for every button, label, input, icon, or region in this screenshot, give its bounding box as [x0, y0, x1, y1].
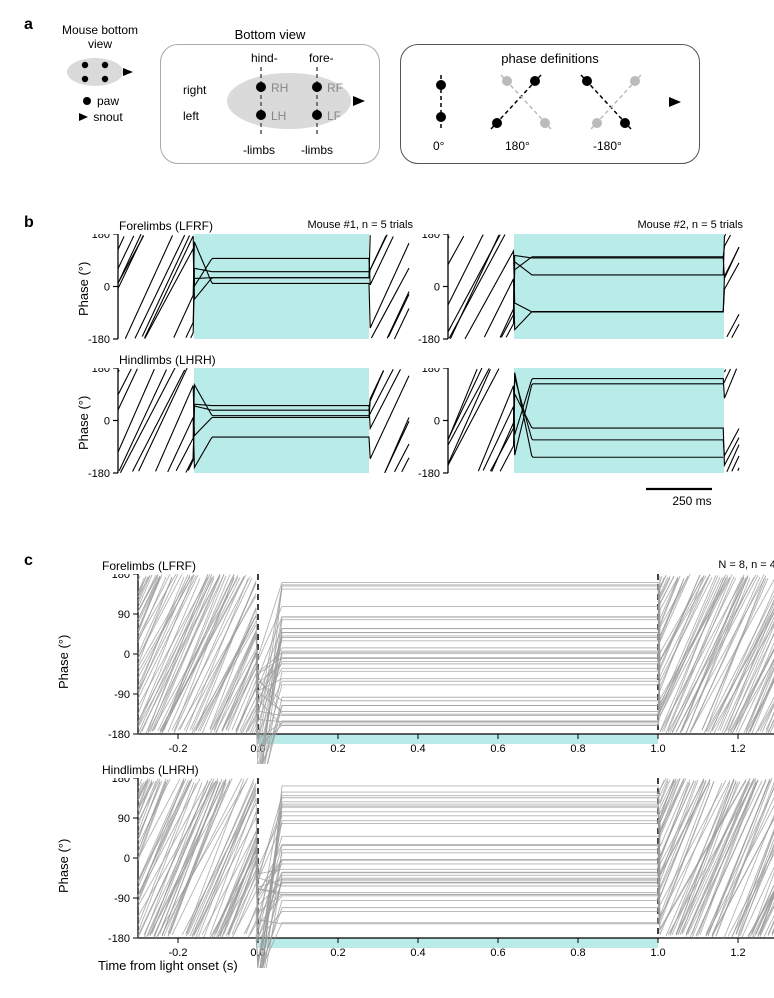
svg-text:-90: -90	[114, 893, 130, 905]
svg-text:LF: LF	[327, 109, 341, 123]
panel-label-a: a	[24, 16, 33, 34]
mouse-mini-title-text: Mouse bottom view	[62, 23, 138, 51]
section-b: Forelimbs (LFRF) Mouse #1, n = 5 trials …	[44, 218, 744, 518]
svg-text:0.2: 0.2	[330, 743, 345, 755]
svg-text:0: 0	[434, 416, 440, 428]
panel-label-b: b	[24, 214, 34, 232]
legend-snout-label: snout	[93, 110, 122, 124]
mouse-mini-card: Mouse bottom view paw snout	[60, 24, 140, 124]
c-ylabel: Phase (°)	[56, 635, 71, 689]
svg-text:180: 180	[112, 574, 130, 581]
svg-text:-180: -180	[418, 468, 440, 479]
svg-text:1.0: 1.0	[650, 743, 665, 755]
c-xlabel: Time from light onset (s)	[98, 958, 738, 973]
col-hind-bot: -limbs	[243, 143, 275, 157]
phase-180: 180°	[505, 139, 530, 153]
b-meta-m2: Mouse #2, n = 5 trials	[638, 219, 743, 231]
svg-text:-0.2: -0.2	[169, 743, 188, 755]
c-ylabel: Phase (°)	[56, 839, 71, 893]
bottom-view-box: Bottom view hind- fore- right left RH RF…	[160, 44, 380, 164]
svg-text:0: 0	[124, 853, 130, 865]
svg-text:0.8: 0.8	[570, 743, 585, 755]
b-chart-m2-hind: 180 0 -180	[414, 368, 749, 479]
svg-text:-90: -90	[114, 689, 130, 701]
bottom-view-title: Bottom view	[235, 27, 306, 42]
b-chart-m1-hind: Hindlimbs (LHRH) 1800-180Phase (°)	[84, 368, 419, 479]
c-chart-fore: Forelimbs (LFRF) N = 8, n = 40 180900-90…	[98, 574, 774, 764]
phase-def-box: phase definitions 0° 180° -180°	[400, 44, 700, 164]
b-title-fore-1: Forelimbs (LFRF)	[119, 219, 213, 233]
legend-snout: snout	[77, 110, 122, 124]
svg-text:-180: -180	[418, 334, 440, 345]
svg-text:90: 90	[118, 813, 130, 825]
svg-text:0: 0	[104, 416, 110, 428]
phase-n180: -180°	[593, 139, 622, 153]
phase-0: 0°	[433, 139, 444, 153]
svg-text:180: 180	[422, 368, 440, 375]
svg-text:180: 180	[92, 234, 110, 241]
svg-text:1.2: 1.2	[730, 743, 745, 755]
mouse-mini-title: Mouse bottom view	[60, 24, 140, 52]
svg-text:180: 180	[92, 368, 110, 375]
svg-text:-180: -180	[108, 933, 130, 945]
col-fore-bot: -limbs	[301, 143, 333, 157]
svg-text:RH: RH	[271, 81, 288, 95]
b-meta-m1: Mouse #1, n = 5 trials	[308, 219, 413, 231]
scalebar: 250 ms	[644, 486, 740, 522]
c-title-fore: Forelimbs (LFRF)	[102, 559, 196, 573]
svg-text:-180: -180	[88, 334, 110, 345]
mouse-mini-svg	[63, 52, 137, 92]
legend-paw: paw	[81, 94, 119, 108]
b-ylabel: Phase (°)	[76, 396, 91, 450]
section-c: Forelimbs (LFRF) N = 8, n = 40 180900-90…	[44, 556, 744, 976]
phase-def-svg	[401, 45, 701, 165]
svg-text:LH: LH	[271, 109, 286, 123]
scalebar-label: 250 ms	[644, 494, 740, 508]
svg-text:0: 0	[104, 282, 110, 294]
b-chart-m1-fore: Forelimbs (LFRF) Mouse #1, n = 5 trials …	[84, 234, 419, 345]
c-title-hind: Hindlimbs (LHRH)	[102, 763, 199, 777]
svg-text:90: 90	[118, 609, 130, 621]
svg-text:0.4: 0.4	[410, 743, 425, 755]
legend-paw-label: paw	[97, 94, 119, 108]
svg-text:0: 0	[434, 282, 440, 294]
section-a: Mouse bottom view paw snout Bottom view …	[60, 20, 720, 190]
svg-text:180: 180	[422, 234, 440, 241]
svg-text:0.6: 0.6	[490, 743, 505, 755]
b-ylabel: Phase (°)	[76, 262, 91, 316]
c-chart-hind: Hindlimbs (LHRH) 180900-90-180-0.20.00.2…	[98, 778, 774, 968]
b-chart-m2-fore: Mouse #2, n = 5 trials 1800-180	[414, 234, 749, 345]
svg-text:0: 0	[124, 649, 130, 661]
svg-text:-180: -180	[108, 729, 130, 741]
b-title-hind-1: Hindlimbs (LHRH)	[119, 353, 216, 367]
svg-text:RF: RF	[327, 81, 343, 95]
svg-text:180: 180	[112, 778, 130, 785]
panel-label-c: c	[24, 552, 33, 570]
svg-text:-180: -180	[88, 468, 110, 479]
c-meta: N = 8, n = 40	[718, 559, 774, 571]
